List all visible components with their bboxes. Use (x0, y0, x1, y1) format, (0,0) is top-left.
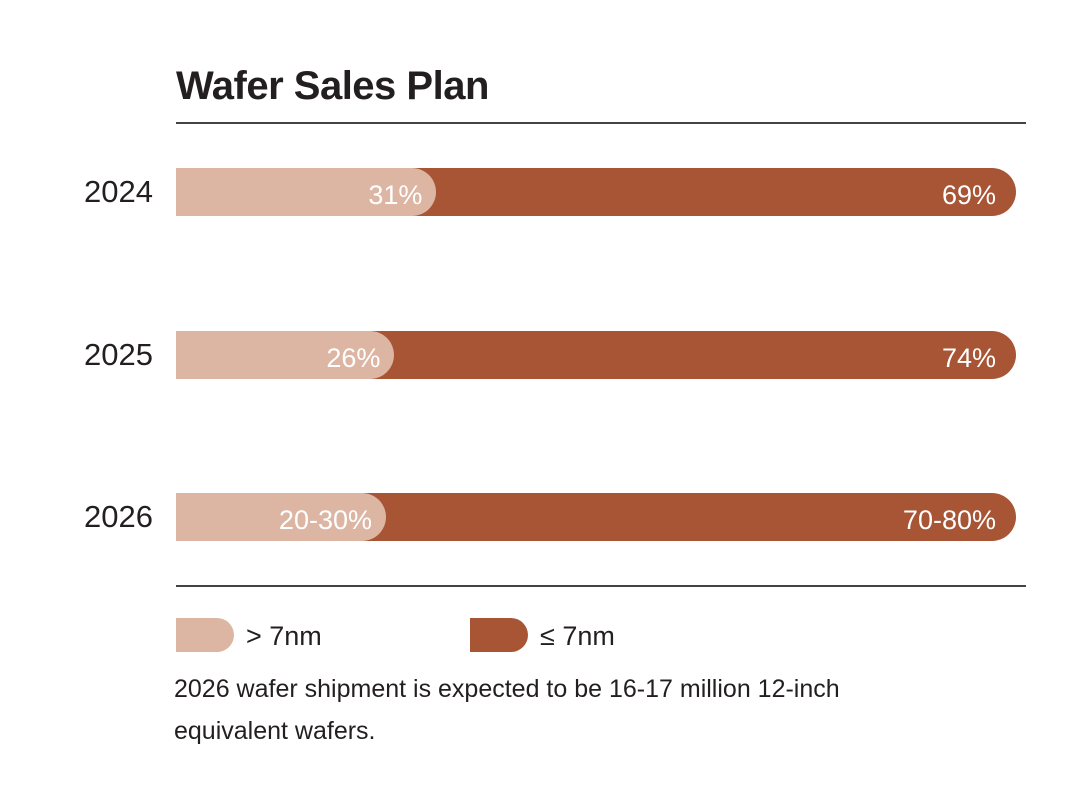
chart-title: Wafer Sales Plan (176, 64, 489, 108)
category-label: 2024 (84, 174, 153, 209)
data-label-le7nm: 74% (941, 343, 996, 373)
bar-gt7nm (176, 168, 437, 216)
category-label: 2025 (84, 337, 153, 372)
legend-divider (176, 585, 1026, 587)
footnote: 2026 wafer shipment is expected to be 16… (174, 675, 840, 745)
data-label-gt7nm: 31% (368, 180, 423, 210)
bar-gt7nm (176, 493, 386, 541)
title-divider (176, 122, 1026, 124)
bar-track: 20-30% 70-80% (176, 493, 1016, 541)
bar-row-2025: 2025 26% 74% (0, 331, 1080, 379)
bar-row-2024: 2024 31% 69% (0, 168, 1080, 216)
legend-swatch-le7nm (470, 618, 528, 652)
bar-row-2026: 2026 20-30% 70-80% (0, 493, 1080, 541)
bar-track: 31% 69% (176, 168, 1016, 216)
legend-label-le7nm: ≤ 7nm (540, 621, 615, 651)
data-label-gt7nm: 20-30% (278, 505, 372, 535)
legend-label-gt7nm: > 7nm (246, 621, 322, 651)
bar-gt7nm (176, 331, 395, 379)
bar-track: 26% 74% (176, 331, 1016, 379)
data-label-le7nm: 69% (941, 180, 996, 210)
data-label-gt7nm: 26% (326, 343, 381, 373)
category-label: 2026 (84, 499, 153, 534)
data-label-le7nm: 70-80% (902, 505, 996, 535)
legend-swatch-gt7nm (176, 618, 234, 652)
